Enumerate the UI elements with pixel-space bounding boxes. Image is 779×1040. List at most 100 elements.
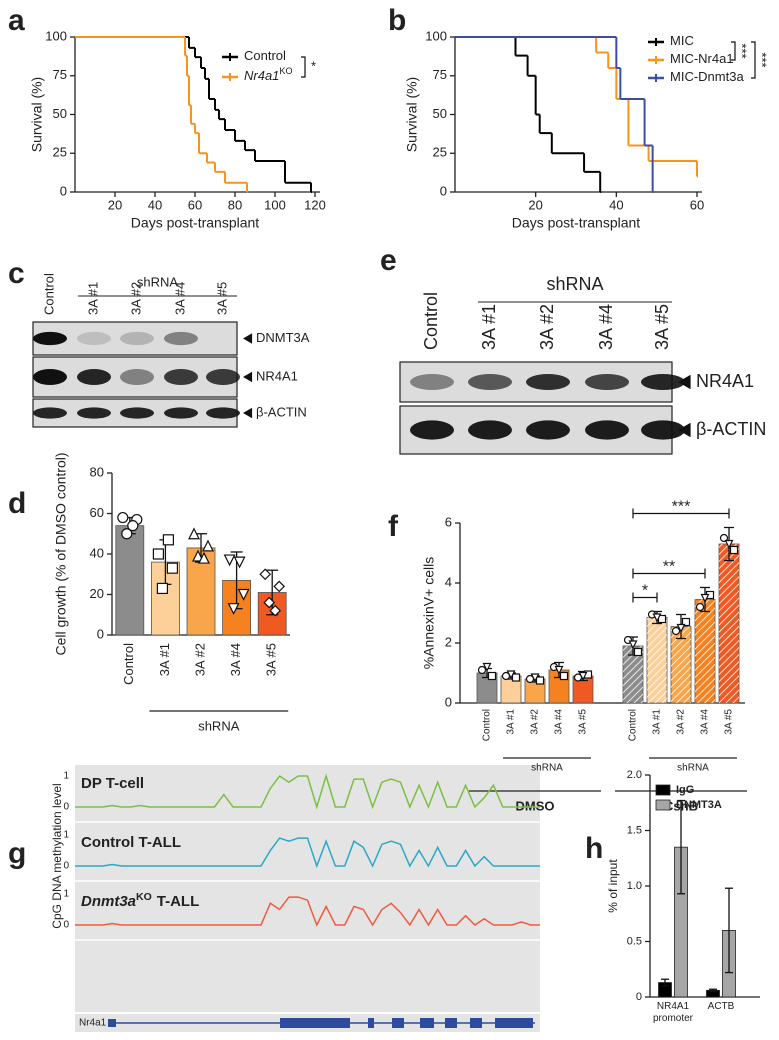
group-label: shRNA <box>137 274 179 289</box>
blot-band <box>410 420 454 440</box>
y-tick-label: 0 <box>636 991 642 1003</box>
x-tick-label: 20 <box>108 197 122 212</box>
y-axis-label: Survival (%) <box>29 77 45 152</box>
exon <box>470 1018 482 1028</box>
y-tick-label: 50 <box>433 106 447 121</box>
bar-hatch <box>671 626 691 703</box>
lane-label: Control <box>421 292 441 350</box>
exon <box>420 1018 434 1028</box>
exon <box>495 1018 533 1028</box>
point <box>477 665 487 675</box>
y-tick-label: 0 <box>63 802 69 813</box>
blot-band <box>585 374 629 390</box>
legend-swatch <box>655 784 671 796</box>
y-tick-label: 0 <box>97 626 104 641</box>
point <box>681 617 691 627</box>
x-tick-label: Control <box>482 709 493 741</box>
panel-letter: h <box>585 832 603 865</box>
blot-band <box>526 374 570 390</box>
point <box>554 665 564 675</box>
significance-bracket <box>632 508 730 519</box>
point <box>127 520 139 532</box>
y-tick-label: 2.0 <box>627 769 642 781</box>
point <box>273 580 286 593</box>
legend-label: IgG <box>676 784 694 796</box>
x-tick-label: 20 <box>528 197 542 212</box>
legend-swatch <box>655 799 671 811</box>
significance-bracket <box>632 568 706 579</box>
blot-band <box>641 374 685 390</box>
point <box>530 673 540 683</box>
blot-band <box>33 331 67 346</box>
blot-band <box>468 374 512 390</box>
point <box>671 626 681 636</box>
bar <box>115 525 145 636</box>
y-tick-label: 50 <box>53 106 67 121</box>
x-tick-label: 40 <box>609 197 623 212</box>
methylation-track <box>75 773 540 810</box>
point <box>166 562 178 574</box>
blot-band <box>77 331 111 346</box>
blot-band <box>526 420 570 440</box>
y-tick-label: 1 <box>63 889 69 900</box>
band-pointer <box>243 407 253 419</box>
band-label: β-ACTIN <box>696 419 766 439</box>
point <box>188 527 200 540</box>
point <box>487 671 497 681</box>
point <box>676 623 686 633</box>
y-tick-label: 0 <box>63 861 69 872</box>
label-name: Dnmt3a <box>81 893 136 910</box>
point <box>237 588 250 601</box>
significance-bracket <box>632 592 658 603</box>
blot-band <box>585 420 629 440</box>
legend-label: Control <box>244 48 286 63</box>
y-tick-label: 80 <box>90 464 104 479</box>
y-tick-label: 0 <box>60 183 67 198</box>
x-tick-label: 100 <box>264 197 286 212</box>
methylation-track <box>75 837 540 869</box>
legend-label: Dnmt3aKO T-ALL <box>81 891 199 910</box>
point <box>162 534 174 546</box>
group-label: shRNA <box>546 274 603 294</box>
significance-label: * <box>311 58 316 73</box>
x-axis-label: Days post-transplant <box>512 215 641 231</box>
y-tick-label: 1 <box>63 771 69 782</box>
point <box>719 533 729 543</box>
x-tick-label: 40 <box>148 197 162 212</box>
y-tick-label: 0 <box>63 920 69 931</box>
x-tick-label: 120 <box>304 197 326 212</box>
point <box>227 603 240 616</box>
legend-label: DP T-cell <box>81 775 144 792</box>
legend-label: Nr4a1KO <box>244 66 293 83</box>
band-label: DNMT3A <box>256 330 310 345</box>
y-axis-label: CpG DNA methylation level <box>50 783 64 928</box>
bar-hatch <box>695 599 715 703</box>
panel-letter: e <box>380 244 397 277</box>
methylation-track <box>75 896 540 927</box>
significance-bracket <box>731 41 736 61</box>
y-tick-label: 100 <box>45 28 67 43</box>
lane-label: 3A #2 <box>128 282 143 315</box>
label-name: Control <box>244 48 286 63</box>
point <box>652 613 662 623</box>
y-tick-label: 75 <box>53 67 67 82</box>
y-tick-label: 100 <box>425 28 447 43</box>
significance-label: * <box>642 583 648 600</box>
point <box>192 549 204 562</box>
x-tick-label: Control <box>628 709 639 741</box>
bar-hatch <box>623 646 643 703</box>
x-tick-label: 3A #4 <box>228 643 243 676</box>
point <box>202 539 214 552</box>
y-axis-label: %AnnexinV+ cells <box>421 557 437 669</box>
y-tick-label: 60 <box>90 505 104 520</box>
y-tick-label: 1 <box>63 830 69 841</box>
point <box>233 556 246 569</box>
y-axis-label: Cell growth (% of DMSO control) <box>53 452 69 655</box>
lane-label: 3A #4 <box>596 304 616 350</box>
x-tick-label: 3A #2 <box>192 643 207 676</box>
legend-label: Control T-ALL <box>81 834 181 851</box>
blot-band <box>410 374 454 390</box>
band-pointer <box>243 333 253 344</box>
point <box>559 671 569 681</box>
subgroup-label: shRNA <box>531 763 563 774</box>
